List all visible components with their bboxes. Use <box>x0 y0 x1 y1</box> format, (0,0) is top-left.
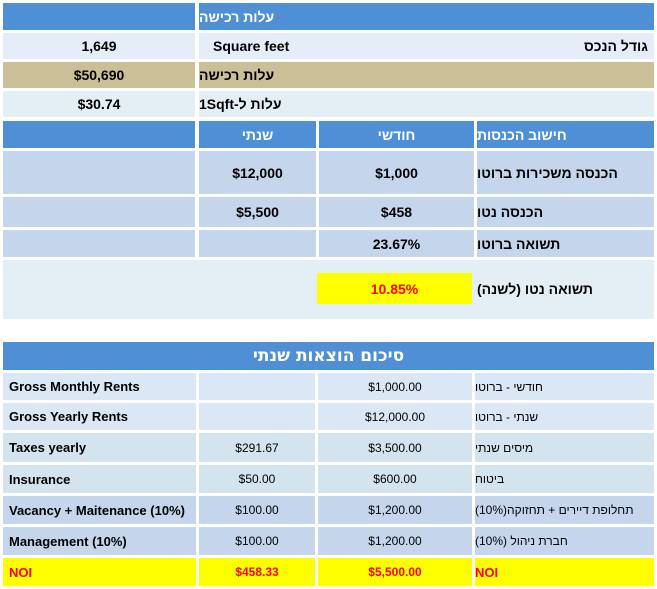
summary-row-en: Management (10%) <box>3 527 196 555</box>
summary-row-yearly: $1,000.00 <box>318 373 472 400</box>
summary-row-monthly: $100.00 <box>199 527 315 555</box>
summary-row-yearly: $1,200.00 <box>318 496 472 524</box>
summary-row-en: Insurance <box>3 465 196 493</box>
income-yearly-column: שנתי <box>199 121 316 148</box>
gross-income-yearly: $12,000 <box>199 151 316 194</box>
summary-row-he: מיסים שנתי <box>475 433 654 462</box>
summary-row-he: חודשי - ברוטו <box>475 373 654 400</box>
gross-return-label: תשואה ברוטו <box>477 230 654 257</box>
net-income-yearly: $5,500 <box>199 197 316 227</box>
income-header: חישוב הכנסות <box>477 121 654 148</box>
purchase-cost-label: עלות רכישה <box>199 62 654 88</box>
summary-title: סיכום הוצאות שנתי <box>3 342 654 370</box>
cost-per-sqft-value: $30.74 <box>3 91 195 117</box>
noi-he: NOI <box>475 558 654 586</box>
income-header-blank <box>3 121 195 148</box>
summary-row-en: Gross Monthly Rents <box>3 373 196 400</box>
summary-row-en: Vacancy + Maitenance (10%) <box>3 496 196 524</box>
gross-income-blank <box>3 151 195 194</box>
summary-row-yearly: $3,500.00 <box>318 433 472 462</box>
summary-row-he: ביטוח <box>475 465 654 493</box>
noi-yearly: $5,500.00 <box>318 558 472 586</box>
summary-row-monthly <box>199 403 315 430</box>
property-size-label: גודל הנכס <box>584 38 648 54</box>
property-size-value: 1,649 <box>3 33 195 59</box>
summary-row-he: שנתי - ברוטו <box>475 403 654 430</box>
summary-row-en: Gross Yearly Rents <box>3 403 196 430</box>
noi-en: NOI <box>3 558 196 586</box>
summary-row-he: תחלופת דיירים + תחזוקה(10%) <box>475 496 654 524</box>
net-income-monthly: $458 <box>319 197 474 227</box>
summary-row-monthly: $50.00 <box>199 465 315 493</box>
noi-monthly: $458.33 <box>199 558 315 586</box>
property-size-row: Square feet גודל הנכס <box>199 33 654 59</box>
gross-income-monthly: $1,000 <box>319 151 474 194</box>
summary-row-he: חברת ניהול (10%) <box>475 527 654 555</box>
cost-per-sqft-label: עלות ל-1Sqft <box>199 91 654 117</box>
gross-return-blank-a <box>3 230 195 257</box>
summary-row-monthly: $291.67 <box>199 433 315 462</box>
income-monthly-column: חודשי <box>319 121 474 148</box>
property-size-unit: Square feet <box>213 38 290 54</box>
summary-row-yearly: $600.00 <box>318 465 472 493</box>
purchase-header: עלות רכישה <box>199 3 654 30</box>
summary-row-yearly: $12,000.00 <box>318 403 472 430</box>
summary-row-yearly: $1,200.00 <box>318 527 472 555</box>
net-income-blank <box>3 197 195 227</box>
summary-row-monthly <box>199 373 315 400</box>
gross-income-label: הכנסה משכירות ברוטו <box>477 151 654 194</box>
gross-return-blank-b <box>199 230 316 257</box>
summary-row-en: Taxes yearly <box>3 433 196 462</box>
net-return-label: תשואה נטו (לשנה) <box>477 280 593 297</box>
purchase-cost-value: $50,690 <box>3 62 195 88</box>
summary-row-monthly: $100.00 <box>199 496 315 524</box>
purchase-header-left-cell <box>3 3 195 30</box>
net-return-value: 10.85% <box>317 273 472 304</box>
gross-return-value: 23.67% <box>319 230 474 257</box>
net-income-label: הכנסה נטו <box>477 197 654 227</box>
